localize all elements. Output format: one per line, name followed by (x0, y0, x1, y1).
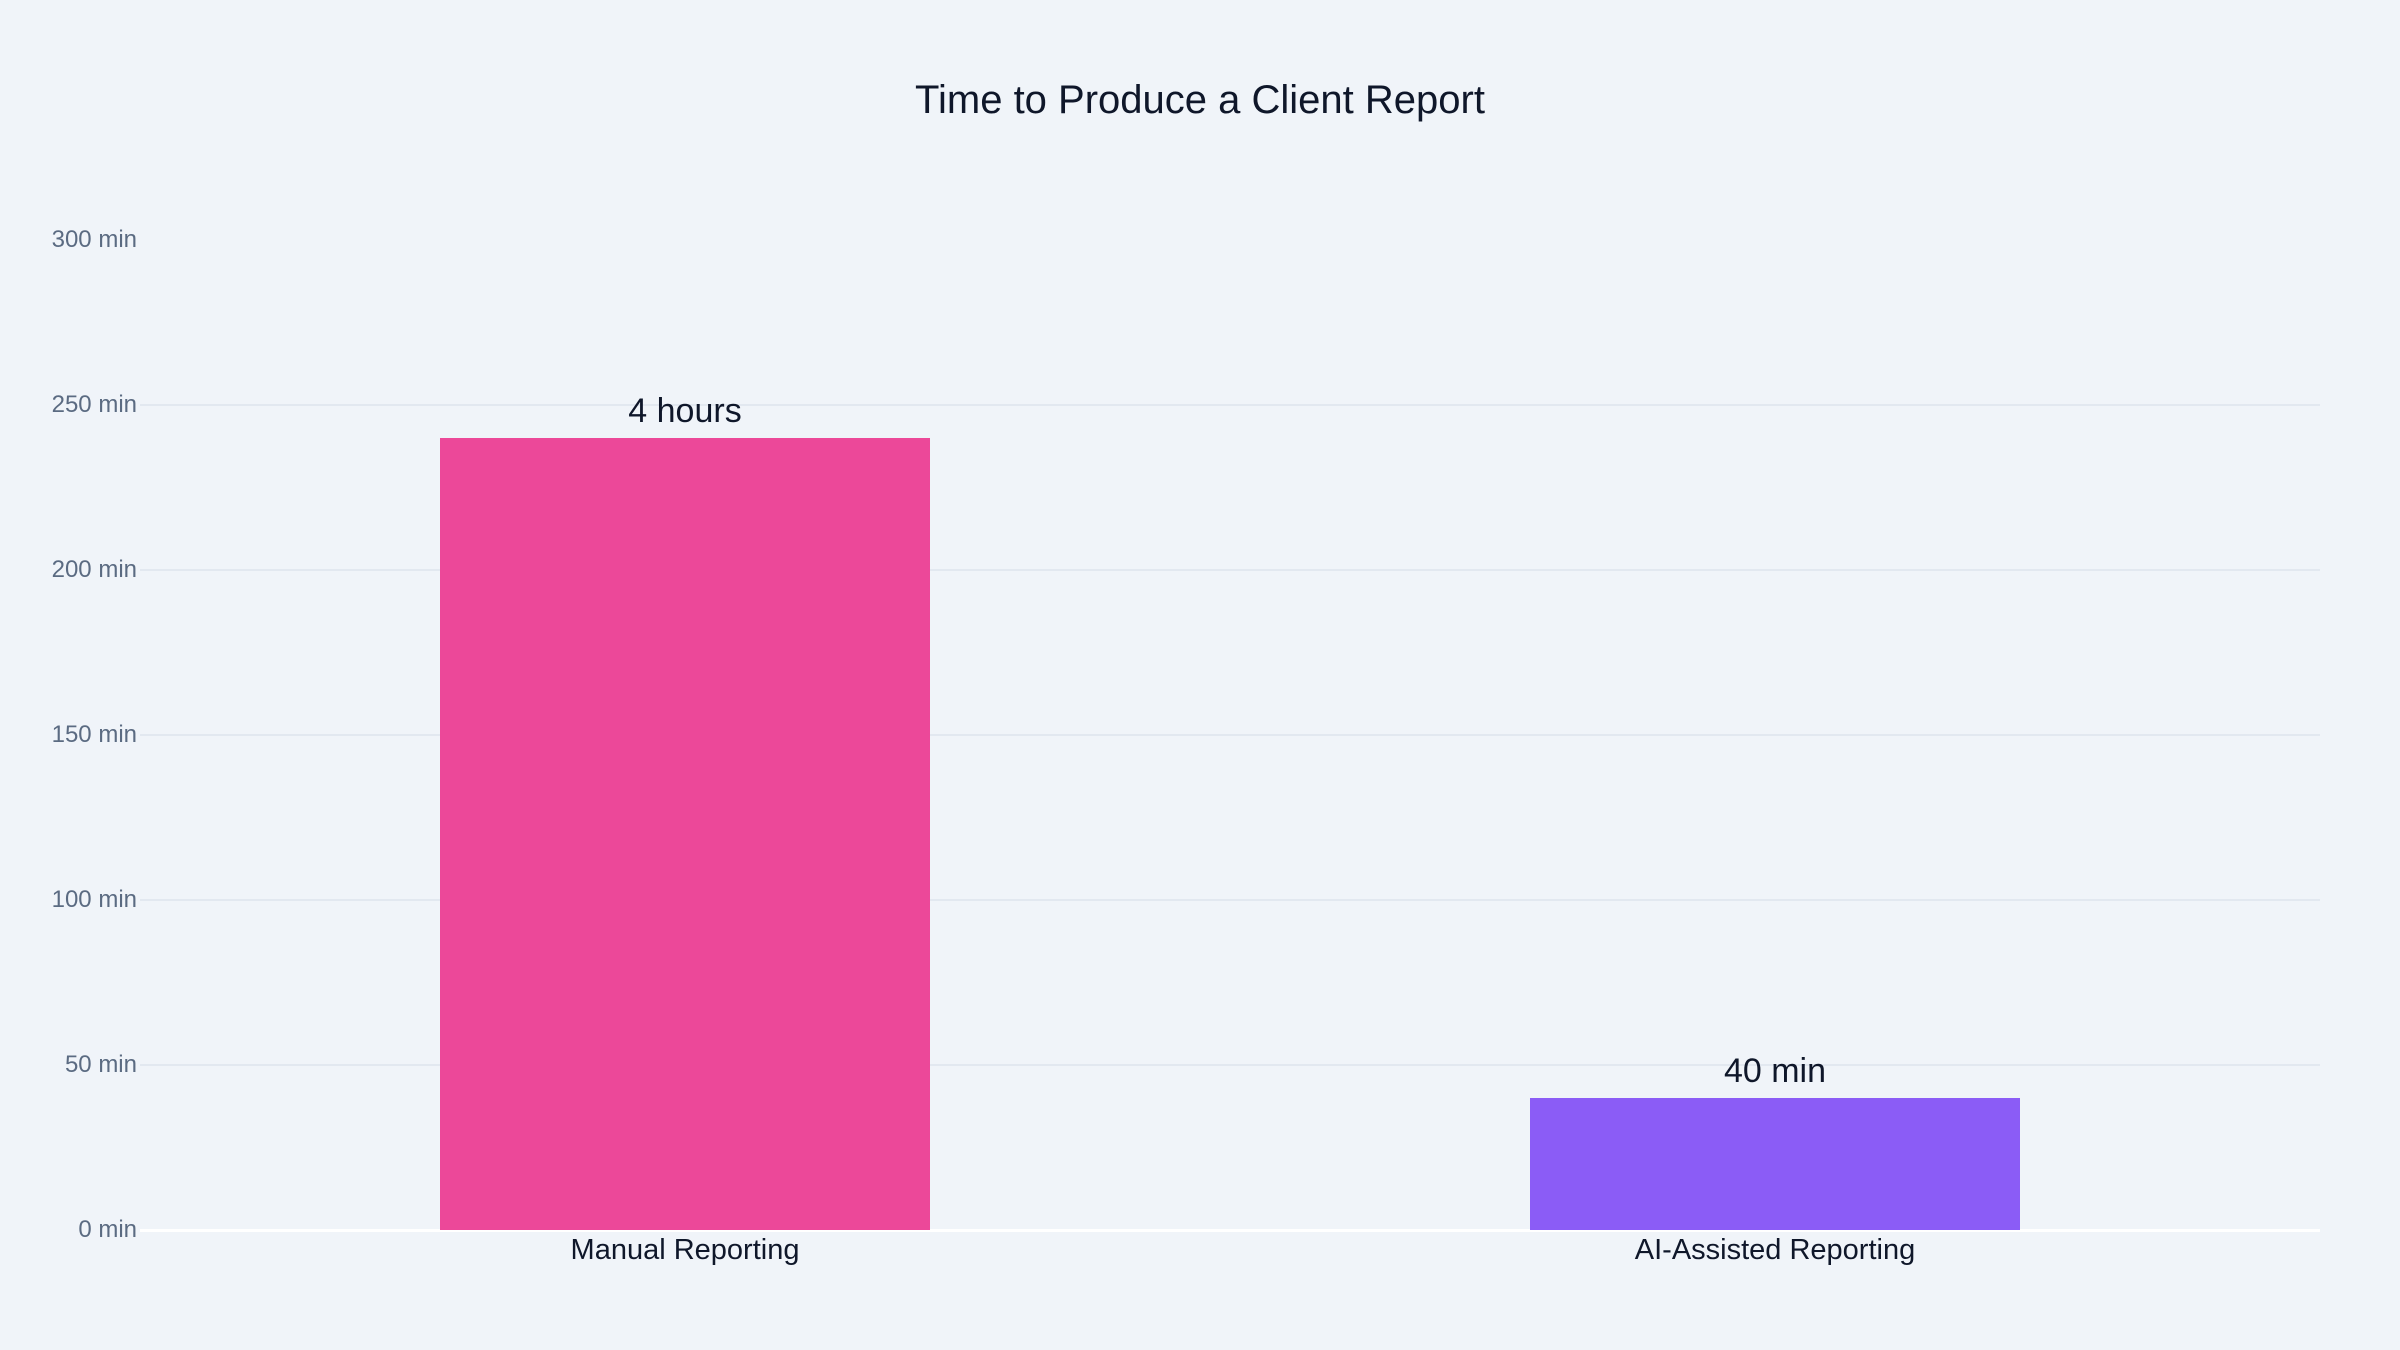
bar-manual-reporting[interactable] (439, 438, 931, 1230)
y-tick-label: 200 min (51, 556, 137, 583)
y-tick-label: 300 min (51, 226, 137, 253)
gridline (140, 404, 2320, 406)
y-tick-label: 100 min (51, 886, 137, 913)
y-tick-label: 150 min (51, 721, 137, 748)
y-tick-label: 0 min (78, 1216, 137, 1243)
bar-value-label: 40 min (1723, 1052, 1827, 1090)
y-tick-label: 50 min (64, 1051, 137, 1078)
zero-line (140, 1229, 2320, 1232)
x-tick-label: Manual Reporting (570, 1234, 800, 1266)
gridline (140, 899, 2320, 901)
bar-value-label: 4 hours (628, 392, 742, 430)
x-tick-label: AI-Assisted Reporting (1634, 1234, 1916, 1266)
plot-area (140, 240, 2320, 1232)
gridline (140, 1064, 2320, 1066)
bar-ai-assisted-reporting[interactable] (1529, 1098, 2021, 1230)
chart-title: Time to Produce a Client Report (915, 78, 1485, 122)
gridline (140, 734, 2320, 736)
gridline (140, 569, 2320, 571)
y-tick-label: 250 min (51, 391, 137, 418)
